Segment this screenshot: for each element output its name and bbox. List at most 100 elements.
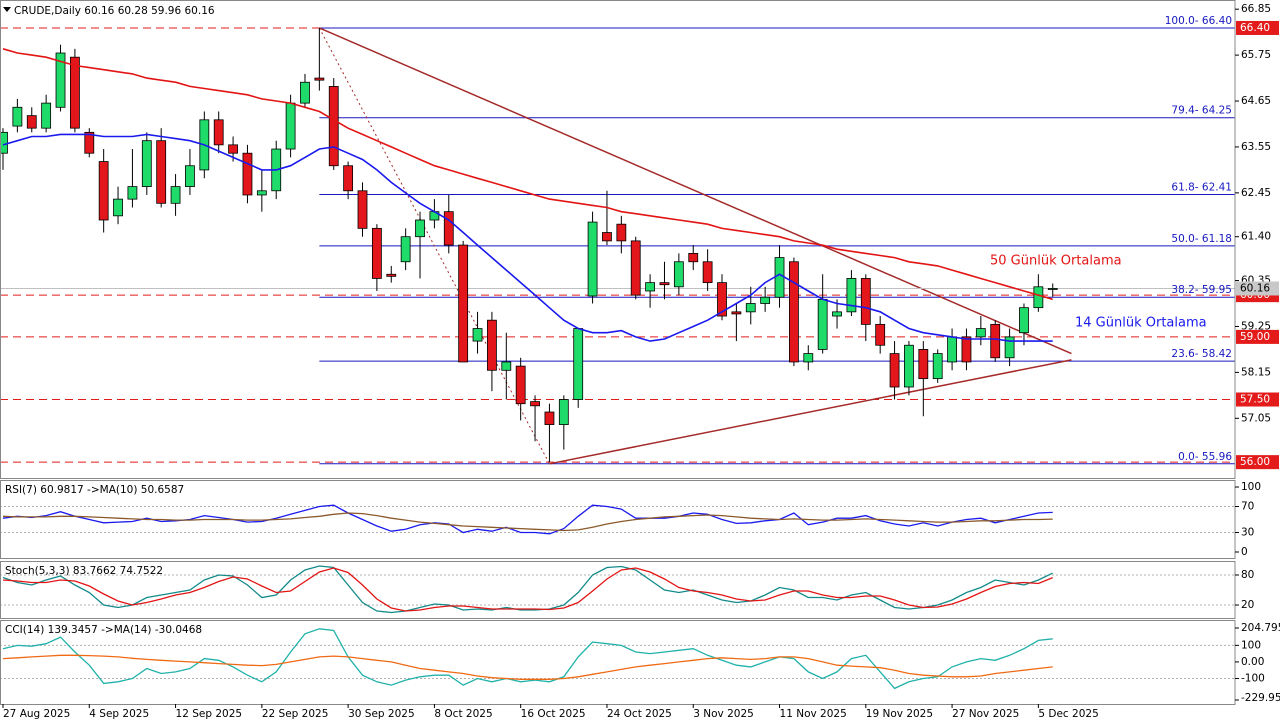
pane	[0, 504, 1235, 535]
fib-label: 100.0- 66.40	[1165, 15, 1232, 27]
candle-body	[688, 253, 699, 263]
indicator-header: RSI(7) 60.9817 ->MA(10) 50.6587	[5, 484, 184, 496]
indicator-line	[2, 512, 1053, 532]
candle-body	[904, 344, 914, 388]
fib-label: 38.2- 59.95	[1171, 284, 1232, 296]
candle-body	[113, 198, 123, 217]
level-label: 57.50	[1240, 394, 1270, 406]
pane	[0, 27, 1235, 465]
candle-body	[472, 328, 483, 342]
candle-body	[1033, 286, 1044, 309]
fib-label: 61.8- 62.41	[1171, 182, 1232, 194]
candle-body	[300, 81, 310, 104]
candle-body	[860, 278, 871, 325]
candle-body	[1047, 288, 1058, 290]
y-tick-label: 30	[1241, 527, 1254, 539]
candle-body	[156, 140, 167, 204]
indicator-name: ->MA(14)	[101, 624, 151, 636]
candle-body	[717, 282, 727, 317]
y-tick-label: 100	[1241, 639, 1261, 651]
candle-body	[141, 140, 152, 188]
candle-body	[26, 115, 37, 129]
level-label: 56.00	[1240, 456, 1270, 468]
y-tick-label: 0	[1241, 546, 1248, 558]
x-tick-label: 3 Nov 2025	[693, 708, 754, 720]
candle-body	[185, 165, 195, 188]
candle-body	[228, 144, 238, 154]
level-box	[1236, 20, 1279, 35]
candle-body	[573, 328, 584, 400]
ohlc-value: 60.28	[118, 5, 148, 17]
candle-body	[501, 361, 512, 371]
indicator-name: RSI(7)	[5, 484, 37, 496]
line-annotation: 14 Günlük Ortalama	[1075, 316, 1207, 331]
indicator-name: Stoch(5,3,3)	[5, 565, 70, 577]
candle-body	[774, 257, 785, 298]
y-tick-label: 100	[1241, 481, 1261, 493]
candle-body	[41, 102, 52, 129]
candle-body	[515, 365, 526, 405]
candle-body	[386, 273, 397, 277]
ohlc-value: 59.96	[151, 5, 181, 17]
candle-body	[415, 219, 425, 238]
y-tick-label: 20	[1241, 599, 1254, 611]
candle-body	[846, 278, 857, 313]
level-box	[1236, 392, 1279, 407]
candle-body	[84, 131, 95, 154]
indicator-value: 60.9817	[40, 484, 83, 496]
candle-body	[702, 261, 713, 284]
ohlc-value: 60.16	[185, 5, 215, 17]
candle-body	[400, 236, 411, 263]
candle-body	[314, 77, 325, 81]
candle-body	[357, 190, 368, 229]
indicator-line	[2, 628, 1053, 690]
candle-body	[371, 227, 382, 279]
x-tick-label: 5 Dec 2025	[1038, 708, 1098, 720]
candle-body	[285, 102, 296, 150]
fib-label: 50.0- 61.18	[1171, 233, 1232, 245]
candle-body	[961, 336, 972, 363]
y-tick-label: 204.795	[1241, 622, 1280, 634]
candle-body	[947, 336, 957, 363]
indicator-value: 50.6587	[141, 484, 184, 496]
current-price-label: 60.16	[1240, 282, 1270, 294]
candle-body	[127, 186, 138, 200]
fib-label: 23.6- 58.42	[1171, 348, 1232, 360]
x-tick-label: 27 Aug 2025	[3, 708, 70, 720]
candle-body	[343, 165, 354, 192]
indicator-header: Stoch(5,3,3) 83.7662 74.7522	[5, 565, 163, 577]
candle-body	[932, 353, 943, 380]
x-tick-label: 11 Nov 2025	[780, 708, 847, 720]
y-tick-label: 80	[1241, 569, 1254, 581]
level-box	[1236, 329, 1279, 344]
candle-body	[256, 190, 267, 196]
fib-label: 0.0- 55.96	[1178, 451, 1232, 463]
fib-label: 79.4- 64.25	[1171, 105, 1232, 117]
candle-body	[487, 319, 497, 371]
y-tick-label: 65.75	[1241, 49, 1271, 61]
candle-body	[817, 298, 828, 350]
candle-body	[760, 296, 771, 304]
candle-body	[328, 86, 339, 167]
pane	[0, 628, 1235, 690]
indicator-value: 74.7522	[120, 565, 163, 577]
symbol: CRUDE,Daily	[14, 5, 81, 17]
candle-body	[55, 52, 66, 108]
y-tick-label: 58.15	[1241, 366, 1271, 378]
x-tick-label: 16 Oct 2025	[521, 708, 586, 720]
trendline	[319, 27, 1072, 355]
line-annotation: 50 Günlük Ortalama	[990, 254, 1122, 269]
menu-arrow	[3, 7, 11, 12]
candle-body	[803, 353, 814, 363]
y-tick-label: 66.85	[1241, 3, 1271, 15]
indicator-header: CCI(14) 139.3457 ->MA(14) -30.0468	[5, 624, 202, 636]
y-tick-label: -100	[1241, 672, 1265, 684]
indicator-line	[2, 654, 1053, 680]
x-tick-label: 22 Sep 2025	[262, 708, 329, 720]
indicator-name: ->MA(10)	[87, 484, 137, 496]
indicator-value: -30.0468	[155, 624, 202, 636]
candle-body	[544, 411, 555, 425]
candle-body	[789, 261, 799, 363]
level-label: 66.40	[1240, 22, 1270, 34]
